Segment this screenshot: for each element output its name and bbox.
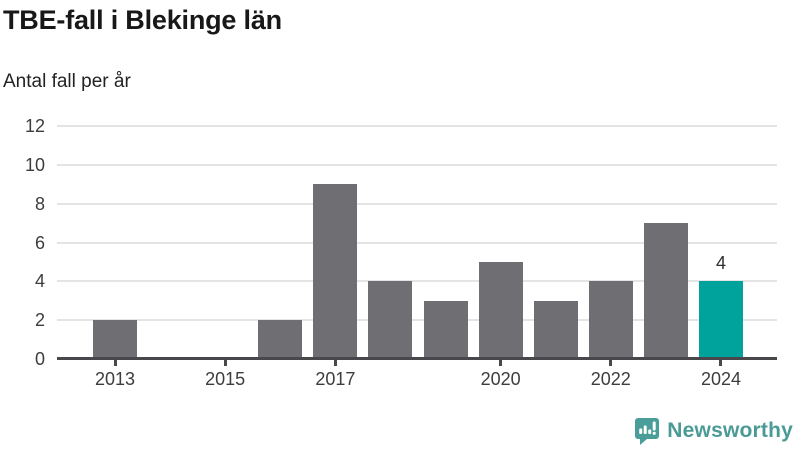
- bar-2018: [368, 281, 413, 359]
- bar-2013: [93, 320, 137, 359]
- newsworthy-logo-icon: [634, 417, 660, 445]
- x-axis-label: 2022: [590, 369, 631, 389]
- bar-2017: [313, 184, 358, 359]
- gridline: [57, 202, 777, 205]
- x-axis-label: 2024: [700, 369, 741, 389]
- plot-area: 4: [57, 125, 777, 359]
- x-axis-tick: [499, 360, 503, 366]
- x-axis-label: 2020: [480, 369, 521, 389]
- gridline: [57, 319, 777, 322]
- x-axis-tick: [333, 360, 337, 366]
- y-axis-label: 4: [34, 271, 45, 292]
- bar-2019: [423, 300, 468, 359]
- bar-2023: [643, 223, 688, 359]
- x-axis-label: 2017: [315, 369, 356, 389]
- bar-2016: [258, 320, 303, 359]
- newsworthy-logo-text: Newsworthy: [667, 419, 793, 442]
- x-axis-label: 2013: [94, 369, 136, 389]
- y-axis-label: 12: [24, 116, 45, 136]
- bar-value-label: 4: [715, 253, 726, 274]
- gridline: [57, 163, 777, 166]
- y-axis-label: 2: [34, 310, 45, 331]
- bar-2021: [533, 300, 578, 359]
- y-axis-label: 10: [24, 154, 45, 175]
- x-axis-line: [57, 357, 777, 360]
- x-axis-tick: [113, 360, 117, 366]
- newsworthy-logo: Newsworthy: [634, 417, 793, 445]
- y-axis-label: 0: [34, 349, 45, 369]
- bar-2024: [698, 281, 743, 359]
- gridline: [57, 280, 777, 283]
- chart-subtitle: Antal fall per år: [3, 71, 131, 92]
- chart-title: TBE-fall i Blekinge län: [3, 5, 282, 35]
- bar-2022: [588, 281, 633, 359]
- y-axis-label: 8: [34, 193, 45, 214]
- x-axis-tick: [719, 360, 723, 366]
- y-axis-labels: 0 2 4 6 8 10 12: [0, 116, 45, 369]
- bar-2020: [478, 261, 523, 359]
- x-axis-tick: [609, 360, 613, 366]
- x-axis-tick: [223, 360, 227, 366]
- x-axis: 2013 2015 2017 2020 2022 2024: [57, 360, 777, 400]
- gridline: [57, 241, 777, 244]
- y-axis-label: 6: [34, 232, 45, 253]
- gridline: [57, 125, 777, 127]
- x-axis-label: 2015: [205, 369, 246, 389]
